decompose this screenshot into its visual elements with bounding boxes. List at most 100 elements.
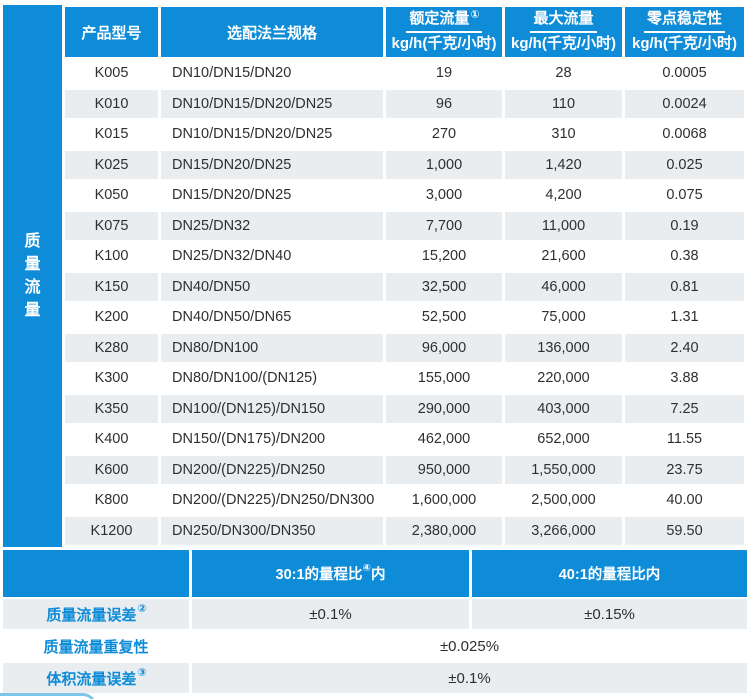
cell-zero: 2.40 <box>625 333 744 362</box>
table-row: K150 DN40/DN50 32,500 46,000 0.81 <box>65 272 744 301</box>
cell-zero: 59.50 <box>625 516 744 545</box>
table-row: K200 DN40/DN50/DN65 52,500 75,000 1.31 <box>65 303 744 332</box>
col-header-product-model: 产品型号 <box>65 7 158 57</box>
footnote-marker: ① <box>470 9 480 22</box>
side-label-char: 量 <box>24 302 41 319</box>
cell-max: 403,000 <box>505 394 622 423</box>
cell-zero: 3.88 <box>625 364 744 393</box>
cell-max: 4,200 <box>505 181 622 210</box>
cell-rated: 155,000 <box>386 364 502 393</box>
cell-flange: DN10/DN15/DN20/DN25 <box>161 120 383 149</box>
side-label-mass-flow: 质 量 流 量 <box>3 5 62 547</box>
cell-zero: 40.00 <box>625 486 744 515</box>
table-row: K600 DN200/(DN225)/DN250 950,000 1,550,000 2… <box>65 455 744 484</box>
footnote-marker: ④ <box>362 563 371 574</box>
cell-rated: 3,000 <box>386 181 502 210</box>
cell-rated: 96 <box>386 89 502 118</box>
cell-model: K025 <box>65 150 158 179</box>
cell-flange: DN200/(DN225)/DN250 <box>161 455 383 484</box>
cell-rated: 270 <box>386 120 502 149</box>
cell-max: 21,600 <box>505 242 622 271</box>
cell-zero: 1.31 <box>625 303 744 332</box>
cell-model: K050 <box>65 181 158 210</box>
cell-zero: 23.75 <box>625 455 744 484</box>
cell-max: 136,000 <box>505 333 622 362</box>
side-label-char: 质 <box>24 233 41 250</box>
cell-model: K600 <box>65 455 158 484</box>
cell-flange: DN250/DN300/DN350 <box>161 516 383 545</box>
cell-rated: 2,380,000 <box>386 516 502 545</box>
table-row: K350 DN100/(DN125)/DN150 290,000 403,000 7.2… <box>65 394 744 423</box>
cell-flange: DN150/(DN175)/DN200 <box>161 425 383 454</box>
col-header-unit: kg/h(千克/小时) <box>632 35 737 52</box>
cell-max: 3,266,000 <box>505 516 622 545</box>
cell-model: K300 <box>65 364 158 393</box>
table-row: K280 DN80/DN100 96,000 136,000 2.40 <box>65 333 744 362</box>
cell-model: K280 <box>65 333 158 362</box>
cell-zero: 0.0024 <box>625 89 744 118</box>
accuracy-row-label-mass-flow-repeatability: 质量流量重复性 <box>3 631 189 661</box>
accuracy-row-label-volume-flow-error: 体积流量误差 ③ <box>3 663 189 693</box>
table-row: K400 DN150/(DN175)/DN200 462,000 652,000 11.… <box>65 425 744 454</box>
range-header-40to1: 40:1的量程比内 <box>472 550 747 597</box>
col-header-zero-stability: 零点稳定性 kg/h(千克/小时) <box>625 7 744 57</box>
accuracy-value: ±0.15% <box>472 599 747 629</box>
cell-flange: DN100/(DN125)/DN150 <box>161 394 383 423</box>
col-header-rated-flow: 额定流量① kg/h(千克/小时) <box>386 7 502 57</box>
accuracy-value: ±0.025% <box>192 631 747 661</box>
side-label-char: 流 <box>24 279 41 296</box>
cell-rated: 290,000 <box>386 394 502 423</box>
spec-table-header-row: 产品型号 选配法兰规格 额定流量① kg/h(千克/小时) 最大流量 <box>65 7 744 57</box>
cell-zero: 0.075 <box>625 181 744 210</box>
cell-flange: DN40/DN50 <box>161 272 383 301</box>
cell-zero: 0.38 <box>625 242 744 271</box>
table-row: K010 DN10/DN15/DN20/DN25 96 110 0.0024 <box>65 89 744 118</box>
cell-model: K010 <box>65 89 158 118</box>
cell-rated: 96,000 <box>386 333 502 362</box>
cell-flange: DN200/(DN225)/DN250/DN300 <box>161 486 383 515</box>
table-row: K015 DN10/DN15/DN20/DN25 270 310 0.0068 <box>65 120 744 149</box>
table-row: K025 DN15/DN20/DN25 1,000 1,420 0.025 <box>65 150 744 179</box>
cell-zero: 11.55 <box>625 425 744 454</box>
cell-rated: 462,000 <box>386 425 502 454</box>
rounded-corner-decoration <box>0 693 96 699</box>
col-header-max-flow: 最大流量 kg/h(千克/小时) <box>505 7 622 57</box>
footnote-marker: ② <box>137 602 147 615</box>
accuracy-row-label-mass-flow-error: 质量流量误差 ② <box>3 599 189 629</box>
cell-zero: 0.0005 <box>625 59 744 88</box>
cell-flange: DN25/DN32/DN40 <box>161 242 383 271</box>
cell-max: 28 <box>505 59 622 88</box>
cell-model: K005 <box>65 59 158 88</box>
cell-max: 2,500,000 <box>505 486 622 515</box>
cell-model: K200 <box>65 303 158 332</box>
cell-max: 220,000 <box>505 364 622 393</box>
cell-rated: 52,500 <box>386 303 502 332</box>
cell-rated: 7,700 <box>386 211 502 240</box>
cell-flange: DN80/DN100/(DN125) <box>161 364 383 393</box>
cell-rated: 1,000 <box>386 150 502 179</box>
cell-rated: 32,500 <box>386 272 502 301</box>
col-header-label: 零点稳定性 <box>643 10 725 33</box>
cell-model: K150 <box>65 272 158 301</box>
cell-flange: DN10/DN15/DN20/DN25 <box>161 89 383 118</box>
spec-table: 产品型号 选配法兰规格 额定流量① kg/h(千克/小时) 最大流量 <box>62 5 747 547</box>
accuracy-section: 30:1的量程比 ④ 内 40:1的量程比内 质量流量误差 ② ±0.1% ±0.15… <box>3 550 747 693</box>
cell-max: 11,000 <box>505 211 622 240</box>
side-label-char: 量 <box>24 256 41 273</box>
range-header-30to1: 30:1的量程比 ④ 内 <box>192 550 469 597</box>
cell-model: K350 <box>65 394 158 423</box>
cell-model: K015 <box>65 120 158 149</box>
cell-max: 310 <box>505 120 622 149</box>
spec-table-body: K005 DN10/DN15/DN20 19 28 0.0005 K010 DN10/DN1… <box>65 59 744 545</box>
table-row: K800 DN200/(DN225)/DN250/DN300 1,600,000 2,… <box>65 486 744 515</box>
cell-model: K100 <box>65 242 158 271</box>
cell-flange: DN15/DN20/DN25 <box>161 181 383 210</box>
cell-model: K1200 <box>65 516 158 545</box>
cell-rated: 15,200 <box>386 242 502 271</box>
cell-flange: DN10/DN15/DN20 <box>161 59 383 88</box>
cell-model: K400 <box>65 425 158 454</box>
cell-zero: 0.19 <box>625 211 744 240</box>
cell-model: K075 <box>65 211 158 240</box>
col-header-label: 额定流量① <box>406 9 482 33</box>
